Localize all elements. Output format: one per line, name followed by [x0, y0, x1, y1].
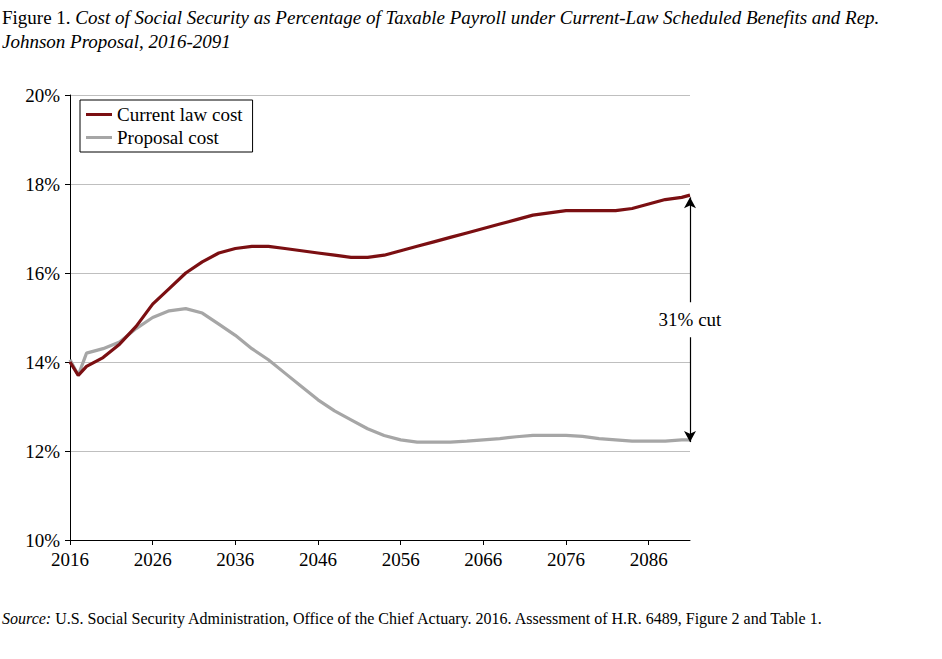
- svg-text:Figure 1.: Figure 1.: [2, 7, 71, 28]
- svg-text:Cost of Social Security as Per: Cost of Social Security as Percentage of…: [71, 7, 880, 28]
- svg-text:2036: 2036: [216, 549, 254, 570]
- svg-text:16%: 16%: [25, 263, 60, 284]
- svg-text:12%: 12%: [25, 441, 60, 462]
- svg-text:Source:: Source:: [2, 610, 51, 627]
- svg-text:U.S. Social Security Administr: U.S. Social Security Administration, Off…: [51, 610, 821, 628]
- svg-text:2026: 2026: [134, 549, 172, 570]
- svg-text:2056: 2056: [382, 549, 420, 570]
- svg-text:2016: 2016: [51, 549, 89, 570]
- svg-text:2066: 2066: [464, 549, 502, 570]
- svg-text:2076: 2076: [547, 549, 585, 570]
- svg-text:31% cut: 31% cut: [659, 309, 723, 330]
- svg-text:2086: 2086: [630, 549, 668, 570]
- svg-text:2046: 2046: [299, 549, 337, 570]
- svg-text:Current law cost: Current law cost: [117, 104, 243, 125]
- svg-text:18%: 18%: [25, 174, 60, 195]
- svg-text:Johnson Proposal, 2016-2091: Johnson Proposal, 2016-2091: [2, 31, 231, 52]
- svg-text:10%: 10%: [25, 530, 60, 551]
- svg-text:20%: 20%: [25, 85, 60, 106]
- svg-text:14%: 14%: [25, 352, 60, 373]
- svg-text:Proposal cost: Proposal cost: [117, 127, 220, 148]
